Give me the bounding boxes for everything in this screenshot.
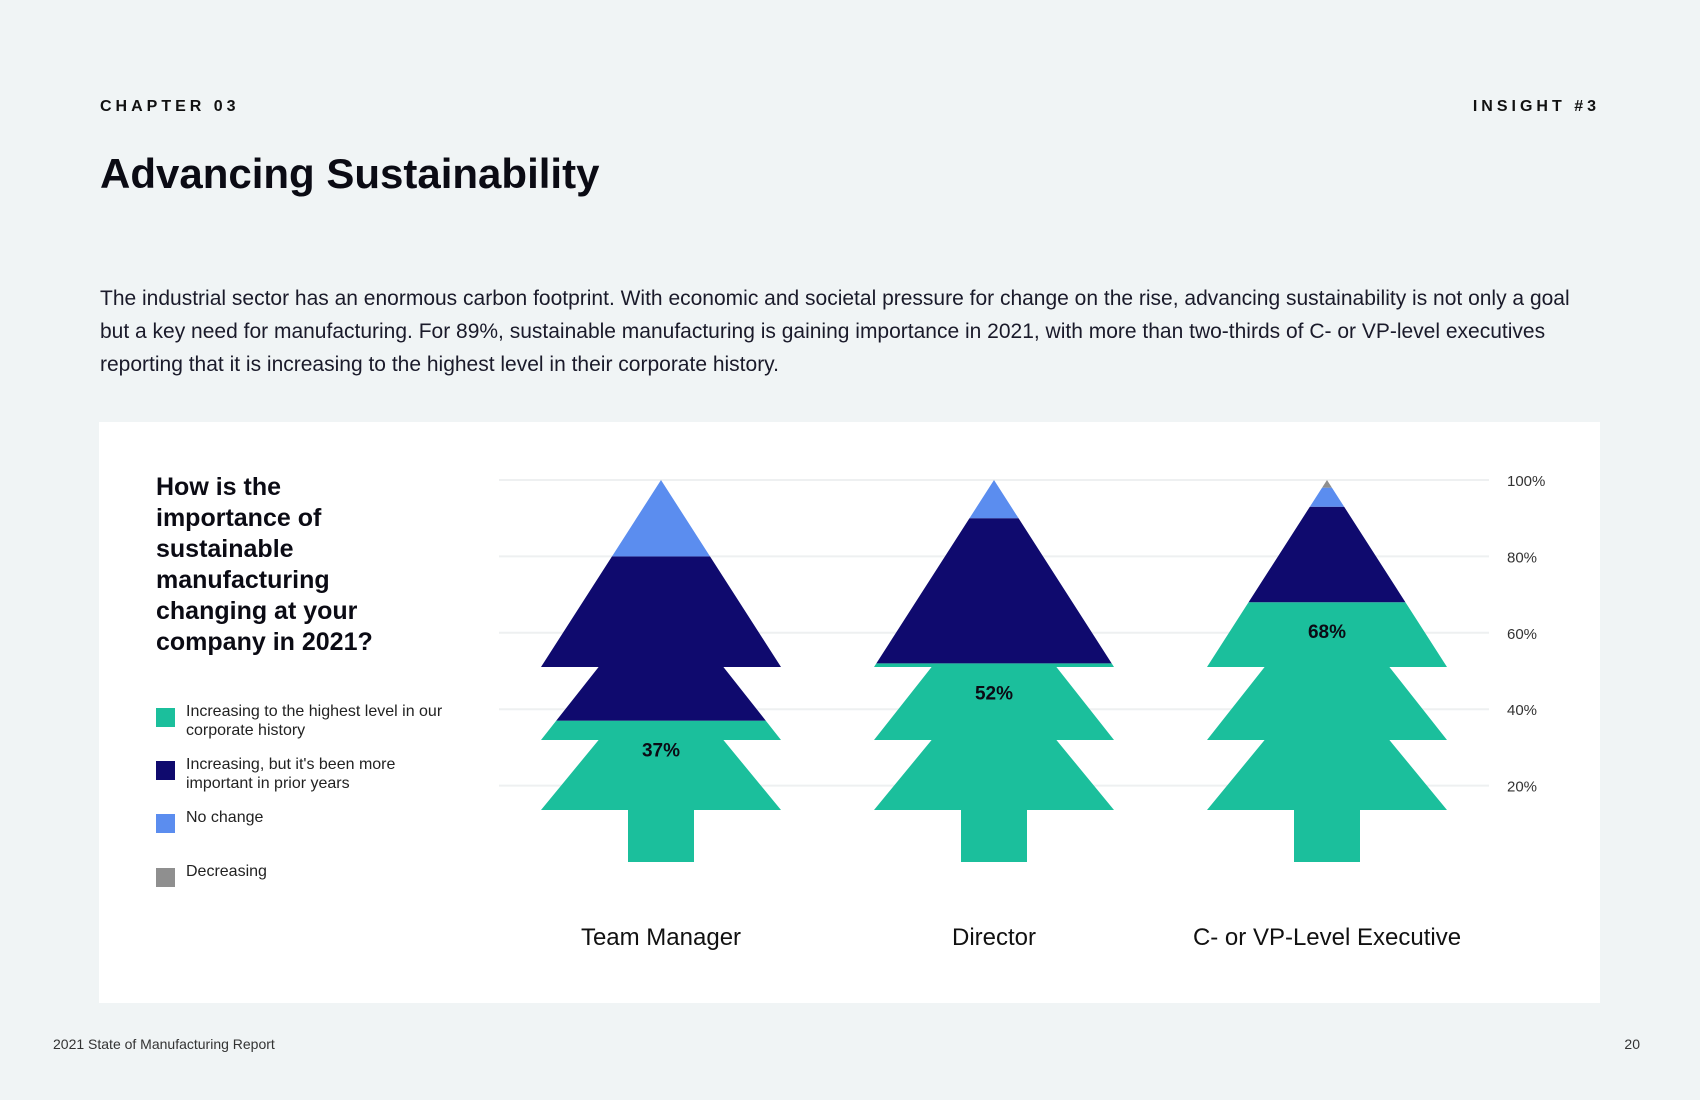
tree-segment-1-2 — [874, 480, 1114, 519]
page-title: Advancing Sustainability — [100, 150, 600, 197]
chapter-label: CHAPTER 03 — [100, 98, 240, 115]
legend-label-highest: Increasing to the highest level in our c… — [186, 703, 443, 739]
chart-question: How is the importance of sustainable man… — [156, 473, 373, 656]
data-label-2: 68% — [1308, 622, 1346, 643]
legend-swatch-decreasing — [156, 868, 175, 887]
legend-label-decreasing: Decreasing — [186, 863, 267, 880]
category-label-2: C- or VP-Level Executive — [1193, 924, 1461, 951]
legend-swatch-increasing — [156, 761, 175, 780]
data-label-0: 37% — [642, 741, 680, 762]
legend-label-no-change: No change — [186, 809, 264, 826]
y-tick-80: 80% — [1507, 549, 1537, 566]
category-label-1: Director — [952, 924, 1036, 951]
category-label-0: Team Manager — [581, 924, 741, 951]
tree-segment-0-2 — [541, 480, 781, 557]
legend-swatch-highest — [156, 708, 175, 727]
tree-chart: 20% 40% 60% 80% 100% 37% Team Manager 52% Direct… — [499, 473, 1545, 951]
footer-report-title: 2021 State of Manufacturing Report — [53, 1036, 275, 1052]
tree-segment-0-1 — [541, 556, 781, 721]
legend-item-increasing: Increasing, but it's been more important… — [156, 755, 446, 793]
tree-segment-2-3 — [1207, 480, 1447, 488]
tree-segment-2-2 — [1207, 487, 1447, 507]
intro-paragraph: The industrial sector has an enormous ca… — [100, 287, 1570, 376]
chart-panel: How is the importance of sustainable man… — [99, 422, 1600, 1003]
page-number: 20 — [1624, 1036, 1640, 1052]
legend-swatch-no-change — [156, 814, 175, 833]
tree-segment-2-1 — [1207, 506, 1447, 603]
y-tick-60: 60% — [1507, 626, 1537, 643]
insight-label: INSIGHT #3 — [1472, 98, 1600, 115]
y-tick-100: 100% — [1507, 473, 1545, 490]
legend-label-increasing: Increasing, but it's been more important… — [186, 756, 396, 792]
legend-item-decreasing: Decreasing — [156, 862, 446, 887]
y-tick-40: 40% — [1507, 702, 1537, 719]
data-label-1: 52% — [975, 683, 1013, 704]
tree-segment-1-1 — [874, 518, 1114, 664]
y-tick-20: 20% — [1507, 779, 1537, 796]
legend-item-no-change: No change — [156, 808, 446, 833]
legend-item-highest: Increasing to the highest level in our c… — [156, 702, 446, 740]
